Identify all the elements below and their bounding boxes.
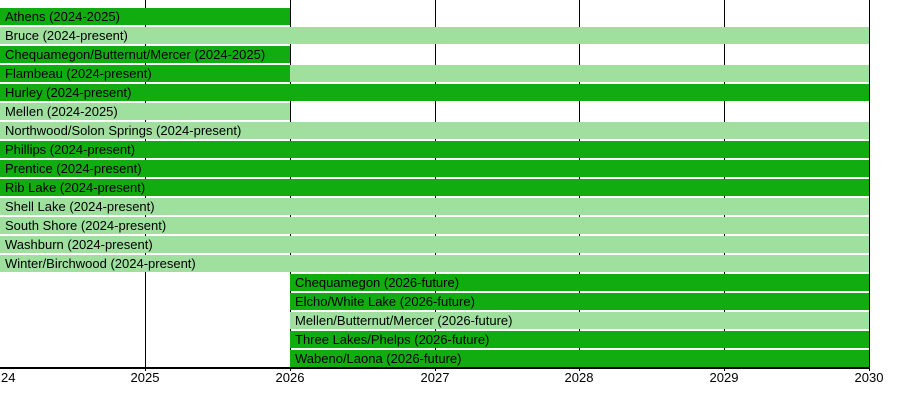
timeline-row: Mellen/Butternut/Mercer (2026-future) — [0, 312, 900, 329]
timeline-bar-segment — [0, 255, 869, 272]
x-tick-label-2026: 2026 — [275, 370, 305, 385]
bar-label: Prentice (2024-present) — [5, 161, 142, 176]
timeline-bar-segment — [0, 122, 869, 139]
bar-label: Elcho/White Lake (2026-future) — [295, 294, 475, 309]
timeline-bar-segment — [0, 198, 869, 215]
timeline-row: Mellen (2024-2025) — [0, 103, 900, 120]
timeline-row: Washburn (2024-present) — [0, 236, 900, 253]
x-tick-label-2027: 2027 — [420, 370, 450, 385]
timeline-row: Phillips (2024-present) — [0, 141, 900, 158]
timeline-bar-segment — [0, 84, 869, 101]
timeline-bar-segment — [290, 350, 869, 367]
bar-label: Washburn (2024-present) — [5, 237, 153, 252]
timeline-row: South Shore (2024-present) — [0, 217, 900, 234]
timeline-bar-segment — [0, 217, 869, 234]
timeline-row: Athens (2024-2025) — [0, 8, 900, 25]
timeline-bar-segment — [0, 8, 290, 25]
x-tick-label-2030: 2030 — [854, 370, 884, 385]
bar-label: Northwood/Solon Springs (2024-present) — [5, 123, 242, 138]
timeline-row: Winter/Birchwood (2024-present) — [0, 255, 900, 272]
bar-label: Chequamegon (2026-future) — [295, 275, 460, 290]
x-tick-label-2029: 2029 — [709, 370, 739, 385]
timeline-row: Chequamegon (2026-future) — [0, 274, 900, 291]
bar-label: Winter/Birchwood (2024-present) — [5, 256, 196, 271]
timeline-bar-segment — [0, 46, 290, 63]
bar-label: Flambeau (2024-present) — [5, 66, 152, 81]
timeline-bar-segment — [0, 65, 290, 82]
x-gridline-2030 — [869, 0, 870, 371]
x-axis-line — [0, 367, 869, 369]
bar-label: Mellen (2024-2025) — [5, 104, 118, 119]
timeline-row: Prentice (2024-present) — [0, 160, 900, 177]
timeline-row: Rib Lake (2024-present) — [0, 179, 900, 196]
bar-label: Chequamegon/Butternut/Mercer (2024-2025) — [5, 47, 266, 62]
timeline-bar-segment — [0, 141, 869, 158]
bar-label: Three Lakes/Phelps (2026-future) — [295, 332, 490, 347]
timeline-bar-segment — [0, 160, 869, 177]
x-tick-label-2028: 2028 — [564, 370, 594, 385]
timeline-row: Shell Lake (2024-present) — [0, 198, 900, 215]
timeline-bar-segment — [290, 331, 869, 348]
timeline-row: Hurley (2024-present) — [0, 84, 900, 101]
bar-label: Phillips (2024-present) — [5, 142, 136, 157]
bar-label: Hurley (2024-present) — [5, 85, 132, 100]
timeline-bar-segment — [290, 65, 869, 82]
x-tick-label-2024: 24 — [1, 370, 16, 385]
x-tick-label-2025: 2025 — [130, 370, 160, 385]
bar-label: Shell Lake (2024-present) — [5, 199, 155, 214]
timeline-row: Bruce (2024-present) — [0, 27, 900, 44]
bar-label: Rib Lake (2024-present) — [5, 180, 146, 195]
timeline-bar-segment — [290, 274, 869, 291]
timeline-bar-segment — [290, 293, 869, 310]
timeline-row: Chequamegon/Butternut/Mercer (2024-2025) — [0, 46, 900, 63]
bar-label: Bruce (2024-present) — [5, 28, 128, 43]
timeline-bar-segment — [0, 27, 869, 44]
timeline-row: Flambeau (2024-present) — [0, 65, 900, 82]
timeline-bar-segment — [290, 312, 869, 329]
bar-label: Mellen/Butternut/Mercer (2026-future) — [295, 313, 513, 328]
timeline-row: Three Lakes/Phelps (2026-future) — [0, 331, 900, 348]
timeline-row: Elcho/White Lake (2026-future) — [0, 293, 900, 310]
timeline-bar-segment — [0, 103, 290, 120]
timeline-bar-segment — [0, 179, 869, 196]
timeline-bar-segment — [0, 236, 869, 253]
bar-label: Wabeno/Laona (2026-future) — [295, 351, 462, 366]
timeline-row: Northwood/Solon Springs (2024-present) — [0, 122, 900, 139]
bar-label: Athens (2024-2025) — [5, 9, 120, 24]
timeline-row: Wabeno/Laona (2026-future) — [0, 350, 900, 367]
bar-label: South Shore (2024-present) — [5, 218, 167, 233]
